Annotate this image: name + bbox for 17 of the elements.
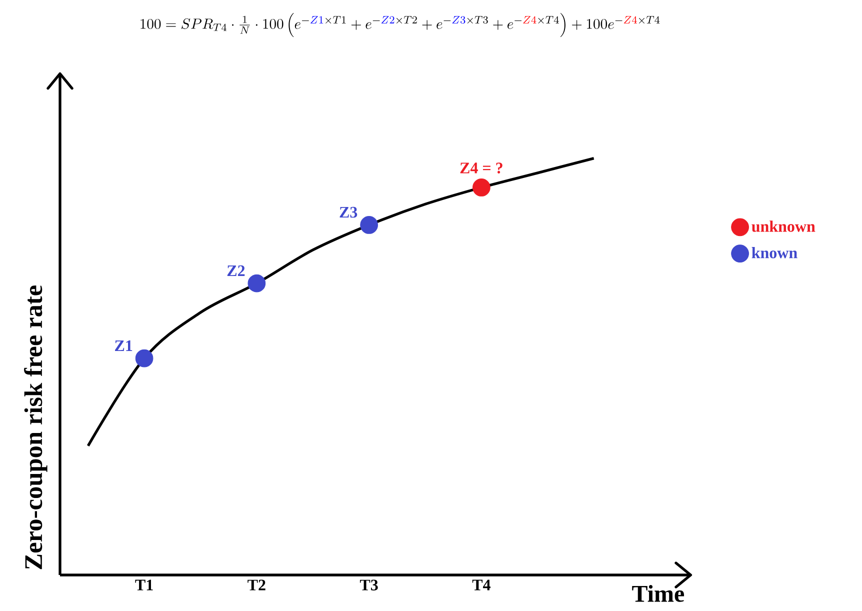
chart-title: $100 = SPR_{T4} \cdot \frac{1}{N} \cdot 100\left(e^{-{\color{blue}Z1}\times T1} + e^{-{\color{blue}Z2}\times T2} + e^{-{\color{blue}Z3}\times T3} + e^{-{\color{red}Z4}\times T4}\right) + 100e^{-{\color{red}Z4}\times T4}$ bbox=[140, 13, 660, 38]
y-axis-title: Zero-coupon risk free rate bbox=[24, 286, 48, 570]
x-tick-label: T3 bbox=[360, 580, 378, 590]
annotation: Z1 bbox=[115, 340, 132, 351]
annotation: Z4 = ? bbox=[460, 162, 502, 174]
annotation: Z2 bbox=[227, 265, 245, 276]
legend-label: known bbox=[752, 247, 798, 258]
point bbox=[135, 349, 154, 368]
x-tick-label: T4 bbox=[472, 580, 490, 590]
point bbox=[248, 274, 266, 292]
point bbox=[472, 178, 490, 196]
point bbox=[360, 216, 378, 234]
x-tick-label: T1 bbox=[135, 580, 153, 590]
x-axis-title: Time bbox=[632, 585, 684, 602]
annotation: Z3 bbox=[340, 206, 358, 218]
legend-label: unknown bbox=[752, 220, 816, 232]
x-tick-label: T2 bbox=[248, 580, 266, 590]
